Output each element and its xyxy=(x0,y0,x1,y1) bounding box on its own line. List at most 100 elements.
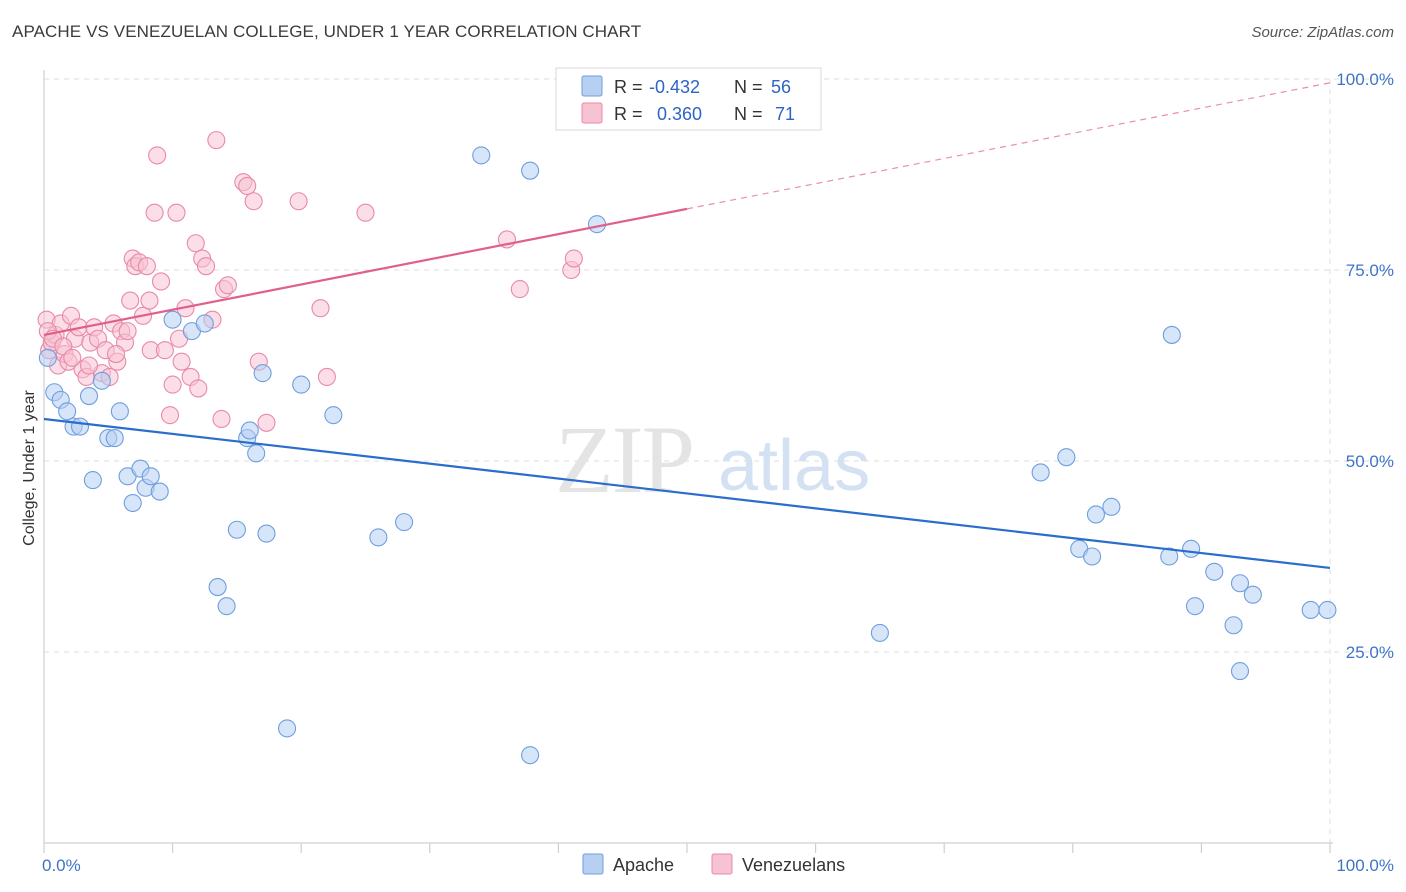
venezuelans-point-57 xyxy=(317,367,336,387)
venezuelans-point-23 xyxy=(118,322,137,341)
apache-point-36 xyxy=(521,746,540,765)
legend-venez-n-label: N = xyxy=(734,104,763,124)
axes xyxy=(43,70,1333,844)
bottom-legend: Apache Venezuelans xyxy=(582,853,845,875)
bottom-legend-apache-label: Apache xyxy=(613,855,674,875)
bottom-legend-venez-swatch xyxy=(711,853,733,875)
apache-point-49 xyxy=(1205,562,1224,581)
venezuelans-point-68 xyxy=(106,344,126,364)
apache-point-23 xyxy=(227,520,246,539)
apache-point-51 xyxy=(1230,574,1250,593)
apache-point-50 xyxy=(1224,616,1243,635)
apache-point-44 xyxy=(1102,497,1121,516)
trend-lines xyxy=(43,82,1331,570)
venezuelans-point-55 xyxy=(289,192,308,211)
apache-point-21 xyxy=(208,578,227,597)
apache-point-52 xyxy=(1230,662,1250,681)
apache-point-32 xyxy=(369,528,388,547)
apache-point-13 xyxy=(123,493,142,513)
venezuelans-point-41 xyxy=(186,234,205,253)
venezuelans-point-37 xyxy=(167,203,186,222)
apache-point-22 xyxy=(217,597,236,616)
apache-point-16 xyxy=(141,467,160,486)
legend-venez-r-value: 0.360 xyxy=(657,104,702,124)
grid-lines xyxy=(44,78,1394,843)
apache-point-54 xyxy=(1301,600,1320,620)
apache-point-28 xyxy=(257,524,276,543)
legend-venez-r-label: R = xyxy=(614,104,643,124)
apache-point-31 xyxy=(324,406,343,425)
venezuelans-point-47 xyxy=(212,409,231,429)
venezuelans-point-51 xyxy=(238,176,257,196)
venezuelans-point-52 xyxy=(244,192,263,211)
venezuelans-points xyxy=(37,131,583,432)
apache-point-11 xyxy=(110,402,129,421)
venezuelans-point-60 xyxy=(510,280,529,299)
venezuelans-point-54 xyxy=(257,413,276,432)
venezuelans-trend-line xyxy=(43,207,688,337)
apache-point-47 xyxy=(1182,539,1201,558)
legend-apache-r-label: R = xyxy=(614,77,643,97)
apache-point-30 xyxy=(292,375,311,394)
venezuelans-point-66 xyxy=(63,348,82,367)
venezuelans-point-42 xyxy=(189,379,208,398)
apache-point-38 xyxy=(870,623,889,642)
apache-point-34 xyxy=(472,146,491,165)
venezuelans-point-38 xyxy=(172,352,191,371)
apache-point-10 xyxy=(105,429,124,448)
apache-point-45 xyxy=(1160,547,1179,566)
apache-point-29 xyxy=(278,719,297,738)
apache-trend-line xyxy=(43,417,1331,570)
venezuelans-point-46 xyxy=(207,131,226,150)
apache-point-43 xyxy=(1086,505,1105,524)
apache-point-48 xyxy=(1185,597,1205,616)
legend: R = -0.432 N = 56 R = 0.360 N = 71 xyxy=(555,67,822,131)
bottom-legend-venez-label: Venezuelans xyxy=(742,855,845,875)
watermark: ZIP atlas xyxy=(555,406,870,513)
bottom-legend-apache-swatch xyxy=(582,853,604,875)
venezuelans-point-35 xyxy=(160,406,180,425)
legend-venez-n-value: 71 xyxy=(775,104,795,124)
apache-point-42 xyxy=(1083,547,1102,566)
apache-point-39 xyxy=(1031,463,1050,482)
apache-point-18 xyxy=(163,310,182,329)
y-axis-title: College, Under 1 year xyxy=(21,390,38,546)
apache-point-5 xyxy=(70,417,90,436)
venezuelans-point-58 xyxy=(356,203,375,222)
venezuelans-point-49 xyxy=(218,276,237,295)
venezuelans-point-62 xyxy=(564,249,583,268)
y-tick-label-25: 25.0% xyxy=(1346,643,1394,662)
chart-title: APACHE VS VENEZUELAN COLLEGE, UNDER 1 YE… xyxy=(12,22,642,41)
apache-point-26 xyxy=(247,444,266,463)
apache-point-53 xyxy=(1243,585,1262,604)
apache-point-55 xyxy=(1318,600,1337,620)
apache-point-17 xyxy=(150,482,169,501)
venezuelans-point-29 xyxy=(137,257,156,276)
legend-venez-swatch xyxy=(581,102,603,124)
apache-point-37 xyxy=(587,215,607,234)
y-tick-label-100: 100.0% xyxy=(1336,70,1394,89)
venezuelans-point-24 xyxy=(121,291,140,310)
legend-apache-n-value: 56 xyxy=(771,77,791,97)
y-tick-labels: 25.0% 50.0% 75.0% 100.0% xyxy=(1336,70,1394,662)
venezuelans-point-67 xyxy=(79,356,99,375)
chart-source: Source: ZipAtlas.com xyxy=(1251,24,1394,41)
x-tick-label-max: 100.0% xyxy=(1336,856,1394,875)
venezuelans-point-32 xyxy=(148,146,167,165)
x-tick-label-min: 0.0% xyxy=(42,856,81,875)
venezuelans-point-44 xyxy=(196,257,216,276)
apache-point-35 xyxy=(521,161,540,180)
legend-apache-swatch xyxy=(581,75,603,97)
watermark-zip: ZIP xyxy=(555,406,693,513)
y-tick-label-75: 75.0% xyxy=(1346,261,1394,280)
apache-point-8 xyxy=(92,371,111,390)
apache-point-27 xyxy=(253,364,272,383)
apache-points xyxy=(38,146,1337,765)
apache-point-25 xyxy=(240,421,259,440)
apache-point-7 xyxy=(83,471,102,490)
venezuelans-point-56 xyxy=(311,299,330,318)
venezuelans-point-69 xyxy=(140,291,159,310)
venezuelans-point-36 xyxy=(163,375,182,394)
apache-point-3 xyxy=(58,402,77,421)
x-axis-ticks xyxy=(43,843,1331,853)
